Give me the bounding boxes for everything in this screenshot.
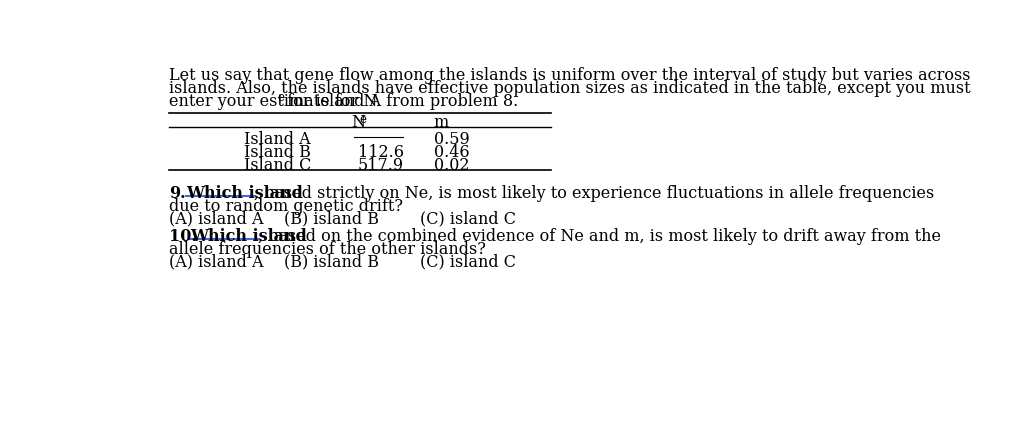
- Text: Which island: Which island: [187, 185, 303, 202]
- Text: 112.6: 112.6: [358, 143, 404, 161]
- Text: 517.9: 517.9: [358, 157, 404, 174]
- Text: , based strictly on Ne, is most likely to experience fluctuations in allele freq: , based strictly on Ne, is most likely t…: [254, 185, 934, 202]
- Text: 10.: 10.: [169, 228, 197, 246]
- Text: islands. Also, the islands have effective population sizes as indicated in the t: islands. Also, the islands have effectiv…: [169, 80, 971, 97]
- Text: 9.: 9.: [169, 185, 186, 202]
- Text: Let us say that gene flow among the islands is uniform over the interval of stud: Let us say that gene flow among the isla…: [169, 66, 971, 84]
- Text: due to random genetic drift?: due to random genetic drift?: [169, 198, 404, 215]
- Text: 0.59: 0.59: [433, 131, 470, 147]
- Text: e: e: [359, 113, 366, 126]
- Text: (C) island C: (C) island C: [420, 253, 516, 270]
- Text: 0.02: 0.02: [433, 157, 470, 174]
- Text: N: N: [352, 114, 365, 132]
- Text: m: m: [433, 114, 449, 132]
- Text: (B) island B: (B) island B: [284, 210, 379, 227]
- Text: (A) island A: (A) island A: [169, 210, 264, 227]
- Text: enter your estimate for N: enter your estimate for N: [169, 93, 378, 110]
- Text: for island A from problem 8.: for island A from problem 8.: [283, 93, 519, 110]
- Text: Island C: Island C: [244, 157, 311, 174]
- Text: (A) island A: (A) island A: [169, 253, 264, 270]
- Text: Island B: Island B: [244, 143, 311, 161]
- Text: e: e: [277, 91, 284, 104]
- Text: Island A: Island A: [244, 131, 311, 147]
- Text: , based on the combined evidence of Ne and m, is most likely to drift away from : , based on the combined evidence of Ne a…: [258, 228, 940, 246]
- Text: (C) island C: (C) island C: [420, 210, 516, 227]
- Text: allele frequencies of the other islands?: allele frequencies of the other islands?: [169, 241, 486, 258]
- Text: (B) island B: (B) island B: [284, 253, 379, 270]
- Text: Which island: Which island: [190, 228, 308, 246]
- Text: 0.46: 0.46: [433, 143, 470, 161]
